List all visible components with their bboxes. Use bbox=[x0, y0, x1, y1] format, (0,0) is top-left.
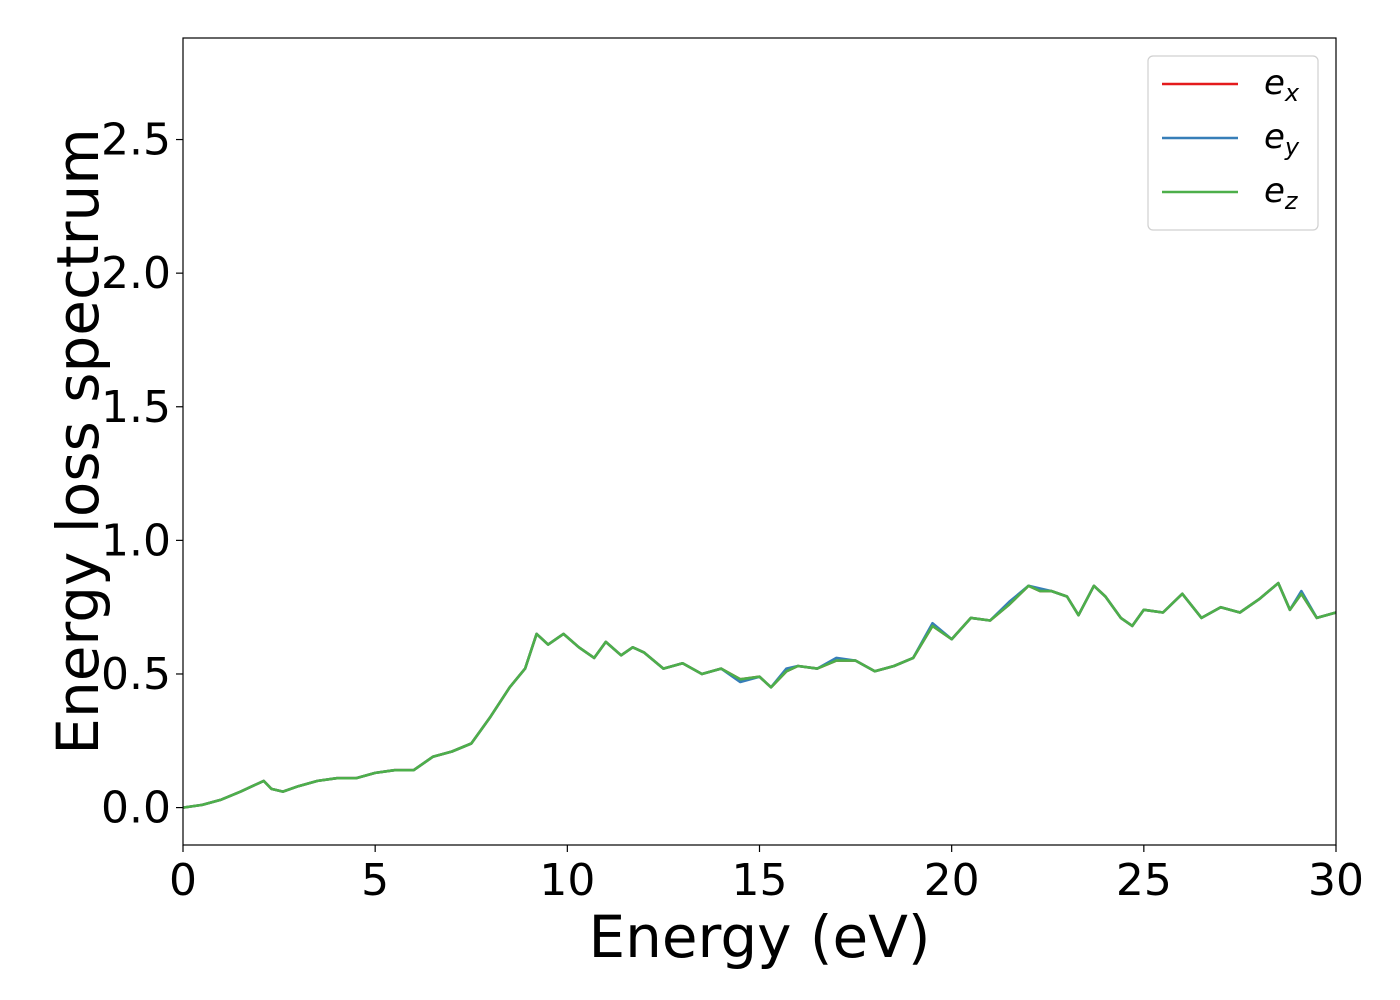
y-tick-label: 1.0 bbox=[101, 515, 171, 566]
x-axis: 0 5 10 15 20 25 30 bbox=[169, 845, 1364, 906]
legend: ex ey ez bbox=[1147, 55, 1319, 231]
y-axis: 0.0 0.5 1.0 1.5 2.0 2.5 bbox=[101, 115, 183, 834]
x-tick-label: 5 bbox=[361, 855, 389, 906]
x-tick-label: 0 bbox=[169, 855, 197, 906]
y-axis-title: Energy loss spectrum bbox=[44, 128, 112, 754]
legend-label-x: ex bbox=[1264, 63, 1300, 107]
legend-label-y: ey bbox=[1264, 117, 1300, 161]
y-tick-label: 2.5 bbox=[101, 115, 171, 166]
legend-box bbox=[1147, 55, 1319, 231]
y-tick-label: 0.5 bbox=[101, 649, 171, 700]
x-tick-label: 30 bbox=[1308, 855, 1364, 906]
series-line-e_x bbox=[182, 581, 1337, 809]
series-line-e_z bbox=[182, 581, 1337, 809]
x-tick-label: 25 bbox=[1116, 855, 1172, 906]
series-line-e_y bbox=[182, 581, 1337, 809]
series-layer bbox=[182, 581, 1337, 809]
x-tick-label: 10 bbox=[539, 855, 595, 906]
legend-label-z: ez bbox=[1264, 171, 1299, 215]
x-axis-title: Energy (eV) bbox=[588, 903, 930, 971]
x-tick-label: 20 bbox=[924, 855, 980, 906]
y-tick-label: 0.0 bbox=[101, 783, 171, 834]
y-tick-label: 1.5 bbox=[101, 382, 171, 433]
y-tick-label: 2.0 bbox=[101, 248, 171, 299]
x-tick-label: 15 bbox=[732, 855, 788, 906]
